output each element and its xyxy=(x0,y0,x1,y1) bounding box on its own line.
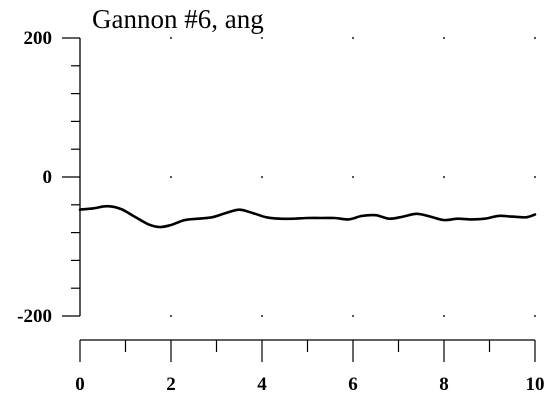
chart-title: Gannon #6, ang xyxy=(92,4,264,34)
x-tick-label: 10 xyxy=(526,374,545,395)
y-tick-label: -200 xyxy=(17,306,52,327)
y-axis-ticks: 200 0 -200 xyxy=(17,28,80,327)
grid-dot xyxy=(442,175,446,179)
x-axis-ticks: 0 2 4 6 8 10 xyxy=(75,340,545,395)
series-group xyxy=(78,204,537,229)
grid-dot xyxy=(442,314,446,318)
grid-dot xyxy=(169,36,173,40)
grid-dots xyxy=(169,36,537,318)
x-tick-label: 4 xyxy=(257,374,267,395)
y-tick-label: 200 xyxy=(24,28,53,49)
grid-dot xyxy=(260,36,264,40)
x-tick-label: 0 xyxy=(75,374,85,395)
grid-dot xyxy=(351,36,355,40)
grid-dot xyxy=(260,314,264,318)
x-tick-label: 6 xyxy=(348,374,358,395)
grid-dot xyxy=(169,175,173,179)
grid-dot xyxy=(533,175,537,179)
grid-dot xyxy=(351,314,355,318)
x-tick-label: 8 xyxy=(439,374,449,395)
grid-dot xyxy=(351,175,355,179)
x-tick-label: 2 xyxy=(166,374,176,395)
grid-dot xyxy=(533,36,537,40)
grid-dot xyxy=(442,36,446,40)
grid-dot xyxy=(169,314,173,318)
grid-dot xyxy=(533,314,537,318)
series-line-0 xyxy=(78,204,537,229)
y-tick-label: 0 xyxy=(43,167,53,188)
grid-dot xyxy=(260,175,264,179)
